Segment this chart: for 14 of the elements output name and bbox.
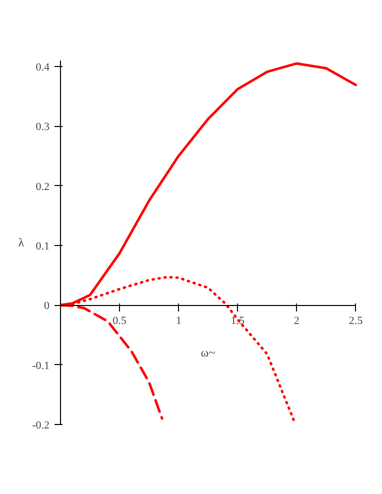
y-tick-label: 0.4 xyxy=(36,61,50,74)
x-tick-label: 2.5 xyxy=(348,315,364,328)
y-tick-label: 0.2 xyxy=(36,180,50,193)
x-tick-label: 1 xyxy=(176,315,182,328)
y-tick-label: -0.2 xyxy=(32,420,50,432)
x-axis-title: ω~ xyxy=(200,346,216,360)
y-tick-label: -0.1 xyxy=(32,360,50,372)
y-tick-label: 0 xyxy=(44,300,50,312)
y-tick-label: 0.1 xyxy=(36,240,50,252)
x-tick-label: 2 xyxy=(294,315,300,328)
x-tick-label: 1.5 xyxy=(230,315,245,328)
x-tick-label: 0.5 xyxy=(112,315,127,328)
y-axis-title: λ xyxy=(18,236,24,250)
y-tick-label: 0.3 xyxy=(36,121,50,134)
